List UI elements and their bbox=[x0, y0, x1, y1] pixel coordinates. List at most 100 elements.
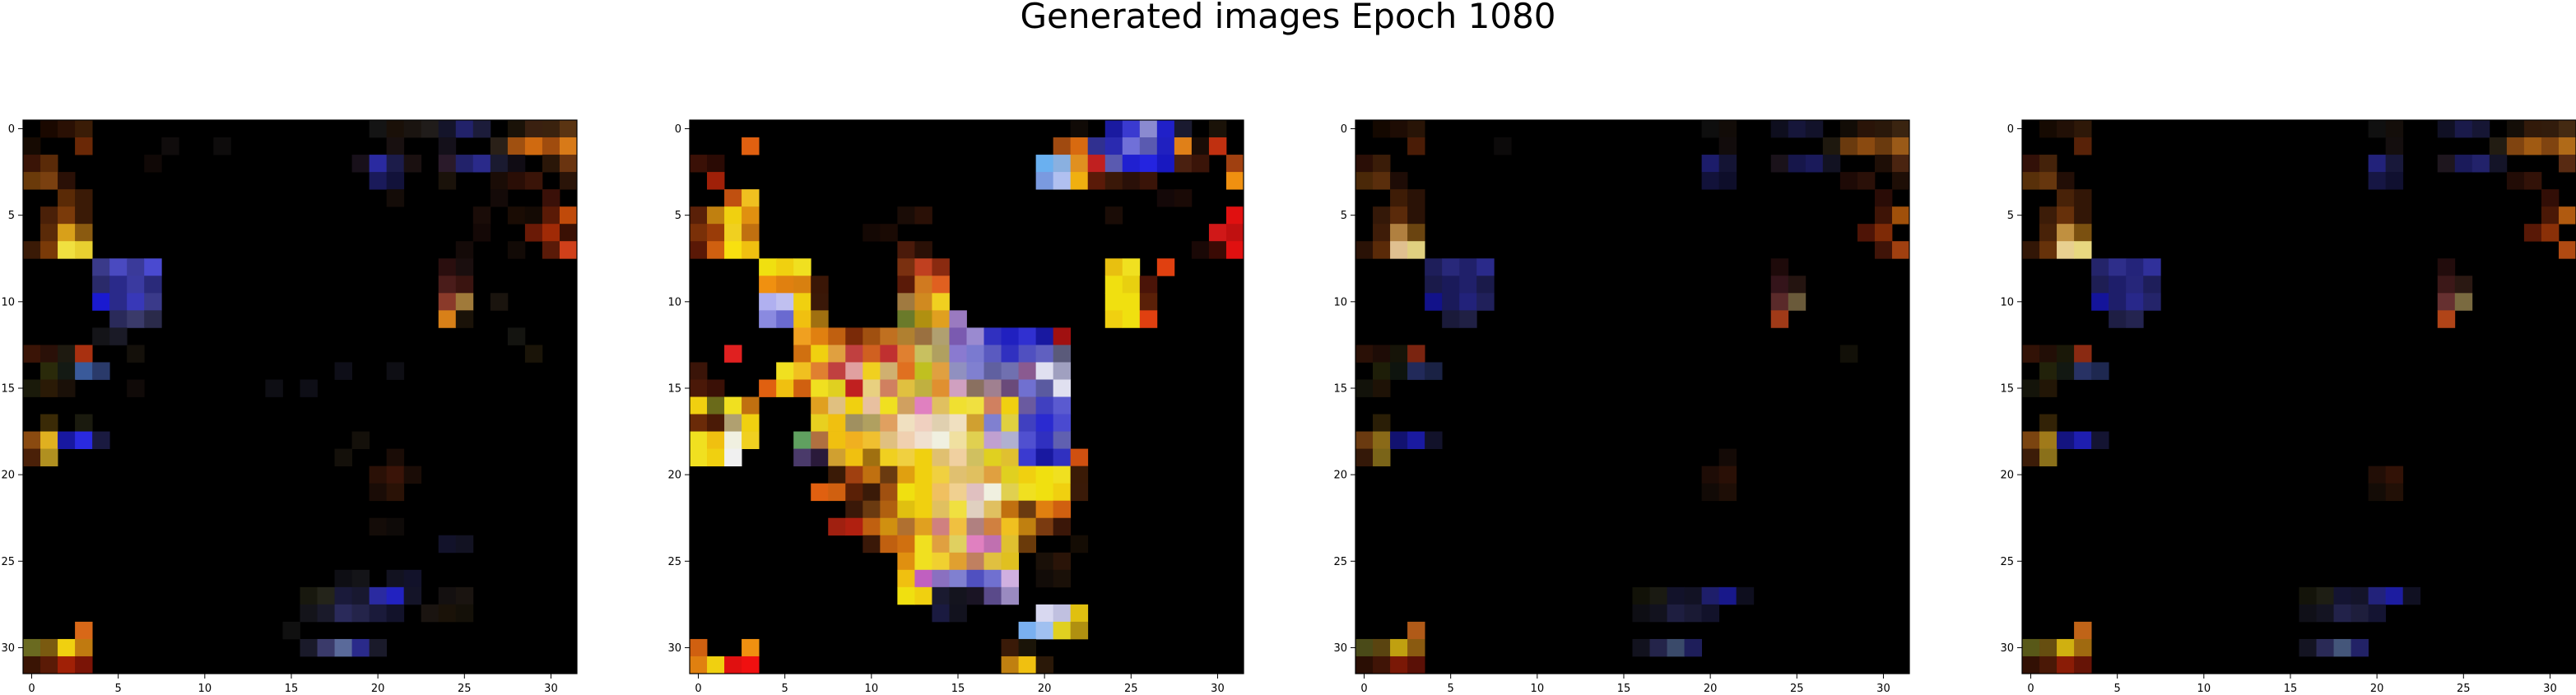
heatmap-cell bbox=[707, 241, 725, 259]
heatmap-cell bbox=[1104, 310, 1123, 328]
heatmap-cell bbox=[1035, 431, 1054, 449]
y-tick-label: 0 bbox=[8, 123, 15, 136]
heatmap-cell bbox=[932, 379, 950, 397]
heatmap-cell bbox=[1407, 241, 1425, 259]
y-tick-label: 15 bbox=[1, 382, 15, 395]
heatmap-cell bbox=[914, 258, 932, 276]
heatmap-cell bbox=[1373, 379, 1391, 397]
heatmap-cell bbox=[23, 638, 41, 657]
heatmap-cell bbox=[2143, 276, 2161, 294]
heatmap-cell bbox=[1857, 120, 1876, 138]
y-tick-label: 10 bbox=[2000, 296, 2014, 308]
heatmap-cell bbox=[811, 483, 829, 502]
heatmap-cell bbox=[707, 155, 725, 173]
heatmap-cell bbox=[386, 517, 405, 536]
heatmap-cell bbox=[897, 293, 915, 311]
heatmap-cell bbox=[1001, 431, 1019, 449]
heatmap-cell bbox=[2316, 604, 2334, 623]
x-tick-label: 25 bbox=[458, 683, 472, 695]
heatmap-cell bbox=[2316, 638, 2334, 657]
heatmap-cell bbox=[983, 414, 1002, 432]
heatmap-cell bbox=[109, 293, 128, 311]
heatmap-cell bbox=[1035, 155, 1054, 173]
heatmap-cell bbox=[707, 448, 725, 467]
heatmap-cell bbox=[2299, 638, 2317, 657]
heatmap-cell bbox=[92, 258, 110, 276]
heatmap-cell bbox=[863, 517, 881, 536]
heatmap-cell bbox=[2523, 224, 2542, 242]
heatmap-cell bbox=[1684, 638, 1703, 657]
heatmap-cell bbox=[776, 362, 794, 380]
heatmap-cell bbox=[2091, 276, 2109, 294]
heatmap-cell bbox=[724, 206, 742, 225]
heatmap-cell bbox=[880, 327, 898, 345]
heatmap-cell bbox=[438, 155, 457, 173]
heatmap-cell bbox=[2074, 224, 2092, 242]
heatmap-cell bbox=[1070, 466, 1089, 484]
heatmap-cell bbox=[334, 569, 352, 588]
heatmap-cell bbox=[1770, 276, 1789, 294]
heatmap-cell bbox=[2437, 276, 2456, 294]
heatmap-cell bbox=[2437, 293, 2456, 311]
heatmap-cell bbox=[40, 638, 58, 657]
heatmap-cell bbox=[2126, 310, 2144, 328]
heatmap-cell bbox=[1684, 586, 1703, 605]
heatmap-cell bbox=[724, 656, 742, 674]
heatmap-cell bbox=[880, 466, 898, 484]
heatmap-cell bbox=[793, 327, 811, 345]
heatmap-cell bbox=[75, 638, 93, 657]
heatmap-cell bbox=[438, 172, 457, 190]
heatmap-cell bbox=[828, 327, 846, 345]
heatmap-cell bbox=[914, 448, 932, 467]
heatmap-cell bbox=[23, 241, 41, 259]
heatmap-cell bbox=[23, 137, 41, 155]
heatmap-cell bbox=[1122, 155, 1141, 173]
heatmap-cell bbox=[1035, 448, 1054, 467]
heatmap-cell bbox=[40, 431, 58, 449]
heatmap-cell bbox=[983, 517, 1002, 536]
heatmap-cell bbox=[559, 206, 578, 225]
heatmap-cell bbox=[966, 483, 984, 502]
heatmap-cell bbox=[1035, 379, 1054, 397]
heatmap-cell bbox=[1018, 483, 1037, 502]
y-tick-label: 25 bbox=[2000, 556, 2014, 568]
heatmap-cell bbox=[776, 310, 794, 328]
x-tick-label: 0 bbox=[2027, 683, 2034, 695]
heatmap-cell bbox=[1122, 120, 1141, 138]
heatmap-cell bbox=[2091, 362, 2109, 380]
heatmap-cell bbox=[1839, 137, 1858, 155]
heatmap-cell bbox=[455, 258, 474, 276]
panel-background bbox=[2022, 120, 2576, 674]
heatmap-cell bbox=[742, 414, 760, 432]
heatmap-cell bbox=[914, 379, 932, 397]
heatmap-cell bbox=[2541, 224, 2560, 242]
heatmap-cell bbox=[2074, 120, 2092, 138]
heatmap-cell bbox=[2039, 224, 2058, 242]
heatmap-cell bbox=[75, 224, 93, 242]
heatmap-cell bbox=[2039, 172, 2058, 190]
heatmap-cell bbox=[1035, 345, 1054, 363]
heatmap-cell bbox=[334, 362, 352, 380]
heatmap-cell bbox=[524, 172, 543, 190]
heatmap-cell bbox=[1373, 638, 1391, 657]
heatmap-cell bbox=[932, 258, 950, 276]
heatmap-cell bbox=[2385, 466, 2404, 484]
heatmap-cell bbox=[932, 569, 950, 588]
heatmap-cell bbox=[369, 604, 388, 623]
heatmap-cell bbox=[1407, 431, 1425, 449]
heatmap-cell bbox=[2074, 656, 2092, 674]
heatmap-cell bbox=[966, 362, 984, 380]
heatmap-cell bbox=[914, 345, 932, 363]
heatmap-cell bbox=[2350, 586, 2369, 605]
heatmap-cell bbox=[351, 569, 370, 588]
heatmap-cell bbox=[144, 258, 162, 276]
heatmap-cell bbox=[1053, 431, 1072, 449]
heatmap-cell bbox=[932, 396, 950, 415]
heatmap-cell bbox=[724, 189, 742, 207]
heatmap-cell bbox=[2143, 258, 2161, 276]
heatmap-cell bbox=[1839, 345, 1858, 363]
heatmap-cell bbox=[1018, 396, 1037, 415]
heatmap-cell bbox=[1459, 258, 1477, 276]
heatmap-cell bbox=[1701, 155, 1720, 173]
